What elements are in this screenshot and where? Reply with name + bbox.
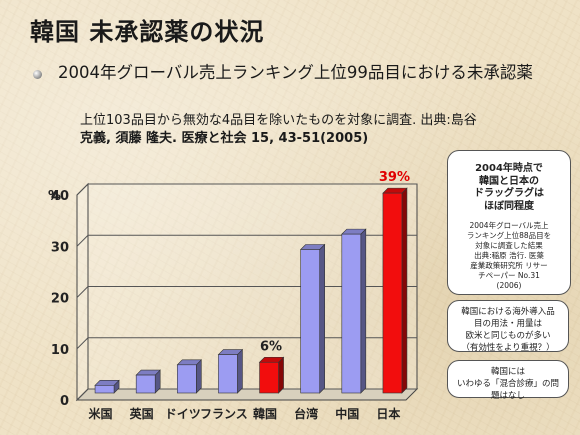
x-tick-label: 日本 (376, 406, 400, 421)
callout-drug-lag-note-line: チペーパー No.31 (478, 271, 540, 280)
callout-drug-lag-head-line: 2004年時点で (475, 163, 543, 174)
callout-mixed-care-line: 題はなし (490, 391, 525, 401)
bar (382, 192, 403, 394)
x-tick-label: 英国 (130, 406, 154, 421)
callout-drug-lag-note: 2004年グローバル売上 ランキング上位88品目を 対象に調査した結果 出典:稲… (448, 221, 570, 291)
bullet-text: 2004年グローバル売上ランキング上位99品目における未承認薬 (58, 63, 533, 82)
callout-drug-lag-note-line: 2004年グローバル売上 (469, 221, 549, 230)
plot-floor (75, 388, 419, 401)
bar-side (319, 243, 325, 394)
callout-drug-lag-note-line: (2006) (496, 281, 522, 290)
bar-side (237, 348, 243, 394)
bar-side (278, 356, 284, 394)
callout-drug-lag: 2004年時点で 韓国と日本の ドラッグラグは ほぼ同程度 2004年グローバル… (447, 150, 571, 295)
source-line-2: 克義, 須藤 隆夫. 医療と社会 15, 43-51(2005) (80, 131, 369, 146)
y-tick-label: 30 (51, 240, 69, 255)
x-tick-label: 台湾 (294, 406, 318, 421)
source-note: 上位103品目から無効な4品目を除いたものを対象に調査. 出典:島谷 克義, 須… (80, 112, 560, 148)
x-tick-label: 韓国 (253, 406, 277, 421)
callout-drug-lag-note-line: ランキング上位88品目を (466, 231, 552, 240)
bar-side (196, 359, 202, 394)
callout-mixed-care-line: 韓国には (490, 367, 525, 377)
callout-dosage-line: （有効性をより重視？） (461, 343, 555, 353)
callout-mixed-care-line: いわゆる「混合診療」の問 (456, 379, 559, 389)
callout-drug-lag-head: 2004年時点で 韓国と日本の ドラッグラグは ほぼ同程度 (448, 163, 570, 213)
gridline-depth (76, 388, 89, 401)
bar (341, 233, 362, 394)
bar (300, 249, 320, 394)
callout-drug-lag-head-line: ほぼ同程度 (484, 200, 534, 212)
callout-drug-lag-head-line: ドラッグラグは (474, 188, 544, 199)
y-tick-label: 40 (51, 189, 69, 204)
bar-side (360, 228, 367, 394)
bar-side (401, 187, 408, 394)
x-tick-label: ドイツ (165, 407, 201, 421)
slide-title: 韓国 未承認薬の状況 (30, 18, 265, 46)
callout-dosage: 韓国における海外導入品 目の用法・用量は 欧米と同じものが多い （有効性をより重… (447, 300, 569, 353)
bar (135, 374, 156, 394)
callout-mixed-care: 韓国には いわゆる「混合診療」の問 題はなし (447, 360, 569, 401)
source-line-1: 上位103品目から無効な4品目を除いたものを対象に調査. 出典:島谷 (80, 113, 477, 128)
callout-drug-lag-note-line: 産業政策研究所 リサー (470, 261, 548, 270)
x-tick-label: 中国 (335, 406, 359, 421)
gridline-depth (76, 286, 89, 298)
gridline-depth (76, 337, 89, 350)
bar (218, 354, 238, 394)
data-label: 39% (379, 170, 410, 185)
callout-drug-lag-note-line: 対象に調査した結果 (475, 241, 543, 250)
bullet-icon (33, 70, 42, 79)
callout-dosage-line: 目の用法・用量は (473, 319, 542, 329)
x-tick-label: 米国 (89, 406, 113, 421)
y-tick-label: 20 (51, 292, 69, 307)
y-tick-label: 0 (60, 394, 69, 409)
bar (259, 361, 279, 394)
gridline-depth (76, 234, 89, 247)
y-axis-label: % (48, 189, 61, 204)
y-tick-label: 10 (51, 343, 69, 358)
bar (94, 385, 115, 394)
bar (177, 364, 197, 394)
callout-dosage-line: 欧米と同じものが多い (465, 331, 551, 341)
data-label: 6% (260, 339, 282, 354)
callout-drug-lag-head-line: 韓国と日本の (479, 175, 539, 187)
gridline-depth (76, 183, 89, 196)
callout-drug-lag-note-line: 出典:稲原 浩行. 医薬 (474, 251, 544, 260)
x-tick-label: フランス (200, 407, 248, 421)
callout-dosage-line: 韓国における海外導入品 (461, 307, 555, 317)
